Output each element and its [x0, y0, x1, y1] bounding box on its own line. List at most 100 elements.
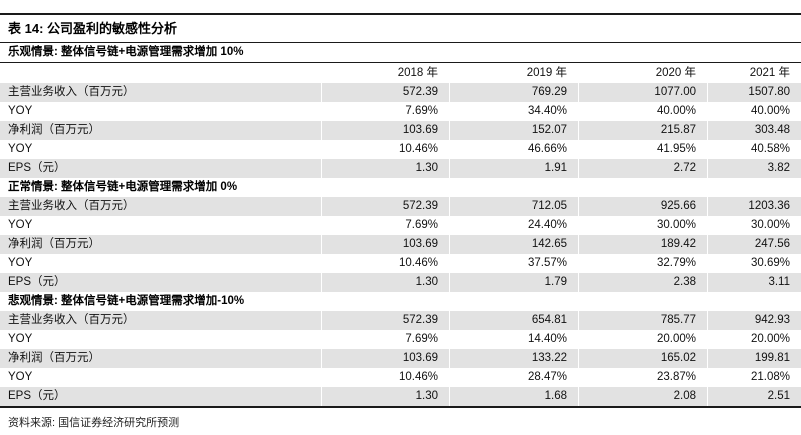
cell-value: 925.66 — [579, 197, 707, 216]
year-header-spacer — [0, 63, 321, 83]
row-label: 主营业务收入（百万元） — [0, 83, 321, 102]
table-title: 表 14: 公司盈利的敏感性分析 — [8, 21, 178, 36]
table-row: EPS（元） 1.30 1.68 2.08 2.51 — [0, 387, 801, 406]
table-row: YOY 10.46% 46.66% 41.95% 40.58% — [0, 140, 801, 159]
cell-value: 1.30 — [322, 273, 449, 292]
scenario-header-normal: 正常情景: 整体信号链+电源管理需求增加 0% — [0, 178, 801, 197]
cell-value: 2.38 — [579, 273, 707, 292]
cell-value: 41.95% — [656, 143, 696, 155]
cell-value: 7.69% — [405, 105, 438, 117]
cell-value: 2.72 — [579, 159, 707, 178]
table-row: 主营业务收入（百万元） 572.39 769.29 1077.00 1507.8… — [0, 83, 801, 102]
table-row: YOY 10.46% 28.47% 23.87% 21.08% — [0, 368, 801, 387]
cell-value: 103.69 — [322, 121, 449, 140]
cell-value: 40.00% — [750, 105, 790, 117]
table-row: EPS（元） 1.30 1.79 2.38 3.11 — [0, 273, 801, 292]
cell-value: 189.42 — [579, 235, 707, 254]
cell-value: 654.81 — [450, 311, 578, 330]
row-label: YOY — [8, 257, 33, 269]
year-header-row: 2018 年 2019 年 2020 年 2021 年 — [0, 63, 801, 83]
cell-value: 14.40% — [527, 333, 567, 345]
cell-value: 10.46% — [398, 257, 438, 269]
cell-value: 303.48 — [708, 121, 801, 140]
cell-value: 1.30 — [322, 159, 449, 178]
cell-value: 247.56 — [708, 235, 801, 254]
cell-value: 20.00% — [656, 333, 696, 345]
scenario-header-pessimistic: 悲观情景: 整体信号链+电源管理需求增加-10% — [0, 292, 801, 311]
row-label: EPS（元） — [0, 387, 321, 406]
cell-value: 1.91 — [450, 159, 578, 178]
table-row: 主营业务收入（百万元） 572.39 654.81 785.77 942.93 — [0, 311, 801, 330]
cell-value: 30.69% — [750, 257, 790, 269]
cell-value: 46.66% — [527, 143, 567, 155]
cell-value: 1507.80 — [708, 83, 801, 102]
cell-value: 21.08% — [750, 371, 790, 383]
table-row: EPS（元） 1.30 1.91 2.72 3.82 — [0, 159, 801, 178]
cell-value: 785.77 — [579, 311, 707, 330]
table-row: YOY 7.69% 34.40% 40.00% 40.00% — [0, 102, 801, 121]
cell-value: 942.93 — [708, 311, 801, 330]
table-row: YOY 7.69% 24.40% 30.00% 30.00% — [0, 216, 801, 235]
cell-value: 199.81 — [708, 349, 801, 368]
row-label: 净利润（百万元） — [0, 121, 321, 140]
cell-value: 2.08 — [579, 387, 707, 406]
row-label: 主营业务收入（百万元） — [0, 197, 321, 216]
year-header-2018: 2018 年 — [397, 67, 438, 79]
cell-value: 10.46% — [398, 371, 438, 383]
cell-value: 572.39 — [322, 197, 449, 216]
scenario-header-optimistic: 乐观情景: 整体信号链+电源管理需求增加 10% — [0, 43, 801, 62]
table-bottom-rule — [0, 406, 801, 408]
cell-value: 30.00% — [750, 219, 790, 231]
table-row: 净利润（百万元） 103.69 142.65 189.42 247.56 — [0, 235, 801, 254]
cell-value: 10.46% — [398, 143, 438, 155]
cell-value: 769.29 — [450, 83, 578, 102]
year-header-2021: 2021 年 — [749, 67, 790, 79]
cell-value: 1.68 — [450, 387, 578, 406]
cell-value: 712.05 — [450, 197, 578, 216]
row-label: YOY — [8, 371, 33, 383]
cell-value: 572.39 — [322, 83, 449, 102]
table-row: 主营业务收入（百万元） 572.39 712.05 925.66 1203.36 — [0, 197, 801, 216]
cell-value: 165.02 — [579, 349, 707, 368]
table-top-rule — [0, 13, 801, 15]
cell-value: 40.00% — [656, 105, 696, 117]
cell-value: 37.57% — [527, 257, 567, 269]
cell-value: 28.47% — [527, 371, 567, 383]
row-label: YOY — [8, 143, 33, 155]
cell-value: 1.79 — [450, 273, 578, 292]
cell-value: 1203.36 — [708, 197, 801, 216]
cell-value: 24.40% — [527, 219, 567, 231]
table-row: YOY 7.69% 14.40% 20.00% 20.00% — [0, 330, 801, 349]
cell-value: 142.65 — [450, 235, 578, 254]
cell-value: 34.40% — [527, 105, 567, 117]
cell-value: 1077.00 — [579, 83, 707, 102]
cell-value: 40.58% — [750, 143, 790, 155]
row-label: 主营业务收入（百万元） — [0, 311, 321, 330]
row-label: YOY — [8, 219, 33, 231]
table-row: 净利润（百万元） 103.69 152.07 215.87 303.48 — [0, 121, 801, 140]
cell-value: 1.30 — [322, 387, 449, 406]
year-header-2020: 2020 年 — [655, 67, 696, 79]
cell-value: 572.39 — [322, 311, 449, 330]
cell-value: 152.07 — [450, 121, 578, 140]
cell-value: 133.22 — [450, 349, 578, 368]
table-row: YOY 10.46% 37.57% 32.79% 30.69% — [0, 254, 801, 273]
row-label: YOY — [8, 105, 33, 117]
row-label: EPS（元） — [0, 159, 321, 178]
cell-value: 3.82 — [708, 159, 801, 178]
scenario-bottom-rule — [0, 62, 801, 63]
cell-value: 32.79% — [656, 257, 696, 269]
cell-value: 7.69% — [405, 219, 438, 231]
row-label: 净利润（百万元） — [0, 349, 321, 368]
cell-value: 3.11 — [708, 273, 801, 292]
row-label: EPS（元） — [0, 273, 321, 292]
cell-value: 103.69 — [322, 235, 449, 254]
cell-value: 23.87% — [656, 371, 696, 383]
year-header-2019: 2019 年 — [526, 67, 567, 79]
cell-value: 215.87 — [579, 121, 707, 140]
cell-value: 30.00% — [656, 219, 696, 231]
cell-value: 2.51 — [708, 387, 801, 406]
row-label: YOY — [8, 333, 33, 345]
row-label: 净利润（百万元） — [0, 235, 321, 254]
source-note: 资料来源: 国信证券经济研究所预测 — [8, 417, 180, 429]
